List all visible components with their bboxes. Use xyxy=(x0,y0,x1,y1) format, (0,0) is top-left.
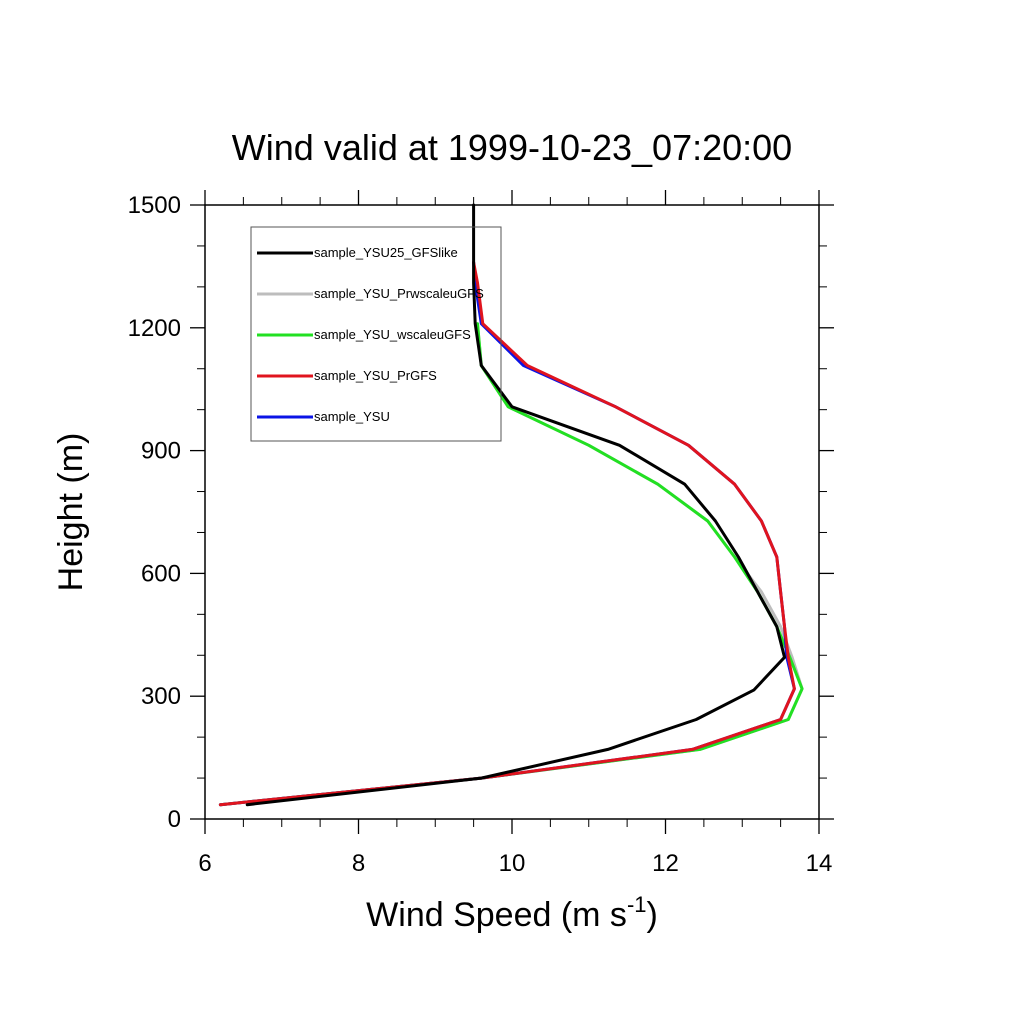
legend: sample_YSU25_GFSlike sample_YSU_Prwscaleu… xyxy=(250,226,502,442)
x-axis-title: Wind Speed (m s-1) xyxy=(366,892,658,934)
legend-label-sample-ysu25-gfslike: sample_YSU25_GFSlike xyxy=(314,245,458,260)
plot-border xyxy=(204,204,820,820)
x-axis-ticks: 6 8 10 12 14 xyxy=(198,190,832,877)
y-tick-label: 600 xyxy=(141,560,181,587)
series-line-sample-ysu-wscaleugfs xyxy=(218,322,804,807)
series-group xyxy=(218,203,804,807)
legend-box xyxy=(250,226,502,442)
legend-label-sample-ysu-prgfs: sample_YSU_PrGFS xyxy=(314,368,437,383)
x-tick-label: 8 xyxy=(352,850,365,877)
x-axis-title-suffix: ) xyxy=(647,896,658,934)
y-tick-label: 1500 xyxy=(128,192,181,219)
legend-label-sample-ysu-wscaleugfs: sample_YSU_wscaleuGFS xyxy=(314,327,471,342)
series-line-sample-ysu-prgfs xyxy=(218,260,796,807)
series-line-sample-ysu-prwscaleugfs xyxy=(218,322,804,807)
y-axis-title: Height (m) xyxy=(52,433,90,592)
x-tick-label: 6 xyxy=(198,850,211,877)
chart-title: Wind valid at 1999-10-23_07:20:00 xyxy=(232,127,792,168)
x-axis-title-superscript: -1 xyxy=(627,892,647,917)
series-line-sample-ysu xyxy=(218,260,796,807)
legend-label-sample-ysu-prwscaleugfs: sample_YSU_PrwscaleuGFS xyxy=(314,286,484,301)
x-tick-label: 10 xyxy=(499,850,526,877)
y-tick-label: 0 xyxy=(168,806,181,833)
series-line-sample-ysu25-gfslike xyxy=(245,203,786,807)
x-tick-label: 12 xyxy=(652,850,679,877)
x-tick-label: 14 xyxy=(806,850,833,877)
plot-frame xyxy=(204,204,820,820)
legend-label-sample-ysu: sample_YSU xyxy=(314,409,390,424)
y-axis-ticks: 0 300 600 900 1200 1500 xyxy=(128,192,834,833)
y-tick-label: 1200 xyxy=(128,315,181,342)
x-axis-title-main: Wind Speed (m s xyxy=(366,896,627,934)
y-tick-label: 300 xyxy=(141,683,181,710)
y-tick-label: 900 xyxy=(141,438,181,465)
